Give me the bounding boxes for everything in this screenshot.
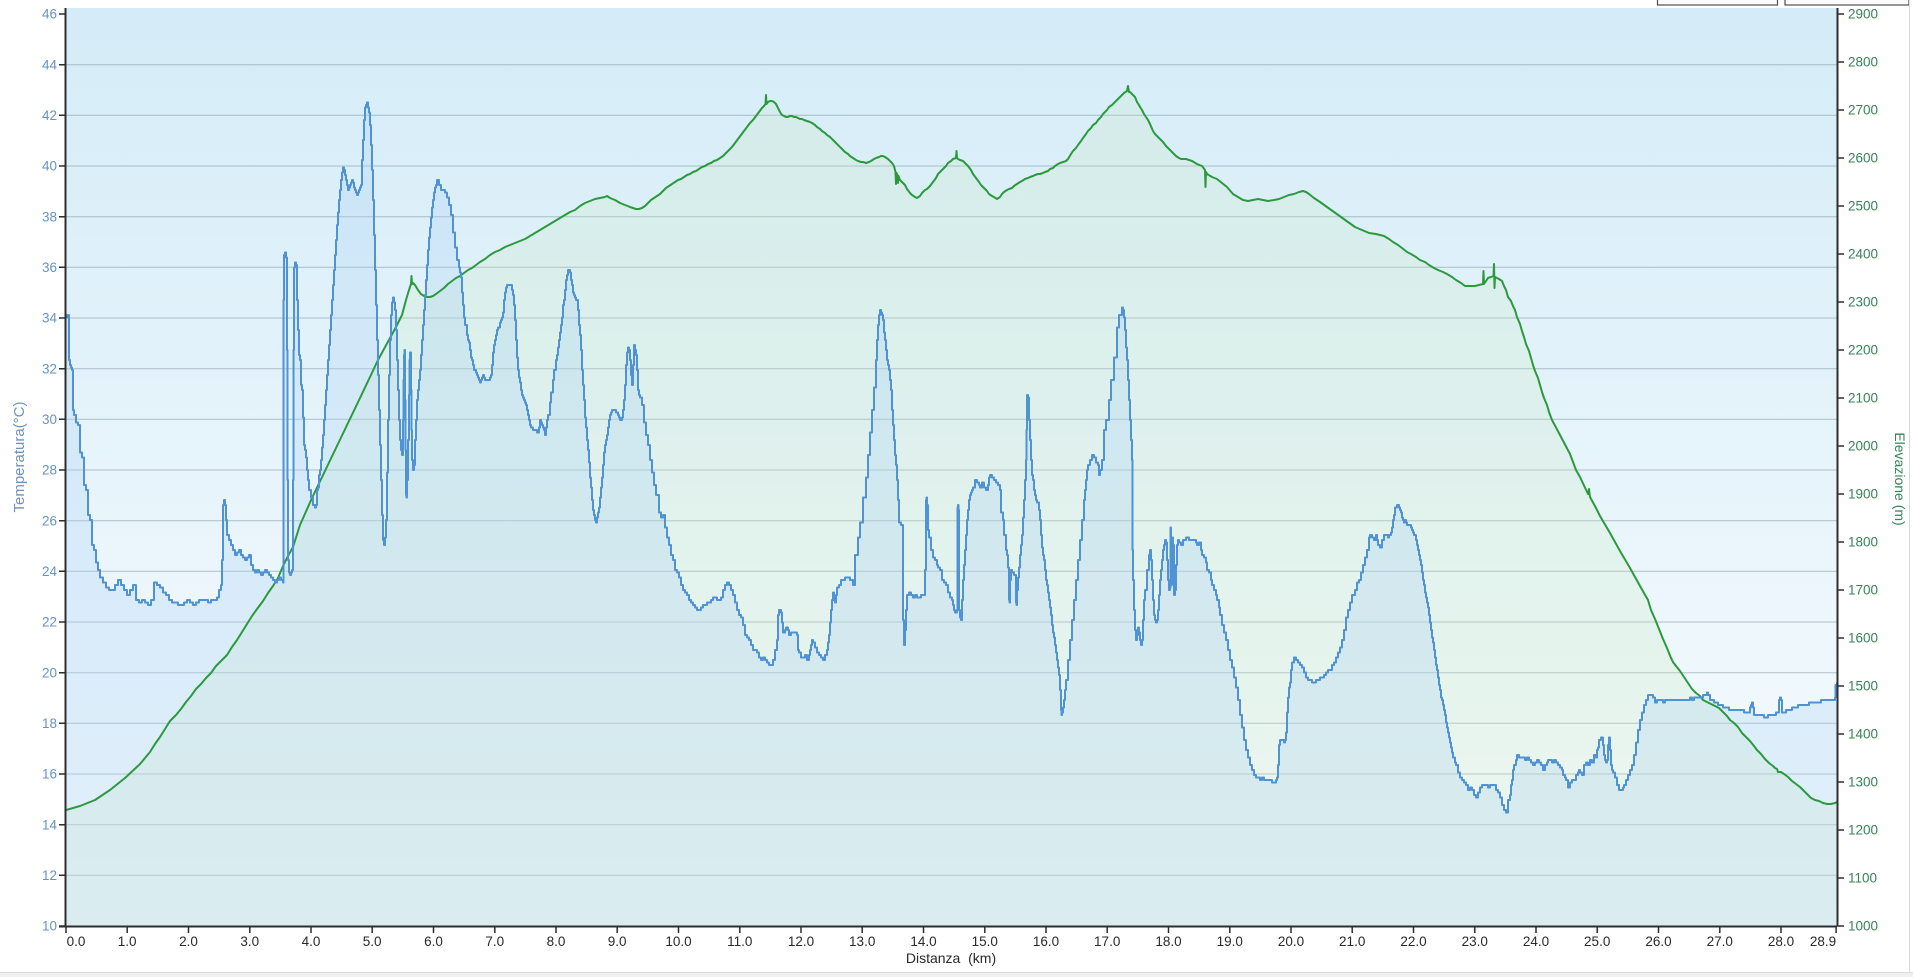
svg-text:4.0: 4.0 <box>302 934 321 949</box>
svg-text:14.0: 14.0 <box>910 934 936 949</box>
svg-text:28.9: 28.9 <box>1810 934 1836 949</box>
svg-text:2600: 2600 <box>1848 151 1878 166</box>
svg-text:10: 10 <box>42 919 57 934</box>
svg-text:16: 16 <box>42 767 57 782</box>
svg-text:16.0: 16.0 <box>1033 934 1059 949</box>
svg-text:40: 40 <box>42 159 57 174</box>
svg-text:0.0: 0.0 <box>67 934 86 949</box>
svg-text:2400: 2400 <box>1848 247 1878 262</box>
svg-text:27.0: 27.0 <box>1707 934 1733 949</box>
svg-text:36: 36 <box>42 260 57 275</box>
svg-text:18: 18 <box>42 716 57 731</box>
svg-text:12.0: 12.0 <box>788 934 814 949</box>
svg-text:24: 24 <box>42 564 58 579</box>
svg-text:42: 42 <box>42 108 57 123</box>
svg-text:1400: 1400 <box>1848 727 1878 742</box>
svg-text:1000: 1000 <box>1848 919 1878 934</box>
svg-text:28: 28 <box>42 463 57 478</box>
svg-text:19.0: 19.0 <box>1217 934 1243 949</box>
svg-text:6.0: 6.0 <box>424 934 443 949</box>
svg-text:2300: 2300 <box>1848 295 1878 310</box>
svg-text:2500: 2500 <box>1848 199 1878 214</box>
svg-text:1500: 1500 <box>1848 679 1878 694</box>
svg-text:28.0: 28.0 <box>1768 934 1794 949</box>
svg-text:30: 30 <box>42 412 57 427</box>
svg-text:Elevazione (m): Elevazione (m) <box>1892 432 1908 525</box>
svg-text:34: 34 <box>42 311 58 326</box>
svg-text:2000: 2000 <box>1848 439 1878 454</box>
svg-text:18.0: 18.0 <box>1155 934 1181 949</box>
svg-text:10.0: 10.0 <box>665 934 691 949</box>
svg-text:2.0: 2.0 <box>179 934 198 949</box>
svg-text:44: 44 <box>42 57 58 72</box>
svg-text:3.0: 3.0 <box>240 934 259 949</box>
svg-text:13.0: 13.0 <box>849 934 875 949</box>
svg-text:1600: 1600 <box>1848 631 1878 646</box>
svg-text:9.0: 9.0 <box>608 934 627 949</box>
svg-text:26: 26 <box>42 513 57 528</box>
svg-text:5.0: 5.0 <box>363 934 382 949</box>
svg-text:23.0: 23.0 <box>1462 934 1488 949</box>
svg-text:22: 22 <box>42 615 57 630</box>
svg-text:11.0: 11.0 <box>727 934 752 949</box>
svg-text:14: 14 <box>42 817 58 832</box>
svg-text:22.0: 22.0 <box>1400 934 1426 949</box>
svg-text:1800: 1800 <box>1848 535 1878 550</box>
svg-text:38: 38 <box>42 209 57 224</box>
svg-text:26.0: 26.0 <box>1645 934 1671 949</box>
svg-text:2100: 2100 <box>1848 391 1878 406</box>
svg-text:32: 32 <box>42 361 57 376</box>
svg-text:46: 46 <box>42 7 57 22</box>
svg-text:21.0: 21.0 <box>1339 934 1365 949</box>
svg-text:Distanza (km): Distanza (km) <box>906 950 996 966</box>
svg-text:8.0: 8.0 <box>547 934 566 949</box>
svg-text:1700: 1700 <box>1848 583 1878 598</box>
svg-text:15.0: 15.0 <box>972 934 998 949</box>
svg-text:2700: 2700 <box>1848 103 1878 118</box>
svg-text:Temperatura(°C): Temperatura(°C) <box>11 401 28 512</box>
svg-text:24.0: 24.0 <box>1523 934 1549 949</box>
svg-text:20: 20 <box>42 665 57 680</box>
svg-text:1900: 1900 <box>1848 487 1878 502</box>
svg-text:1300: 1300 <box>1848 775 1878 790</box>
svg-text:12: 12 <box>42 868 57 883</box>
svg-text:1100: 1100 <box>1848 871 1877 886</box>
svg-text:1200: 1200 <box>1848 823 1878 838</box>
svg-text:1.0: 1.0 <box>118 934 137 949</box>
svg-text:2200: 2200 <box>1848 343 1878 358</box>
svg-text:7.0: 7.0 <box>485 934 504 949</box>
svg-text:20.0: 20.0 <box>1278 934 1304 949</box>
svg-text:25.0: 25.0 <box>1584 934 1610 949</box>
svg-text:2800: 2800 <box>1848 55 1878 70</box>
svg-text:2900: 2900 <box>1848 7 1878 22</box>
svg-text:17.0: 17.0 <box>1094 934 1120 949</box>
